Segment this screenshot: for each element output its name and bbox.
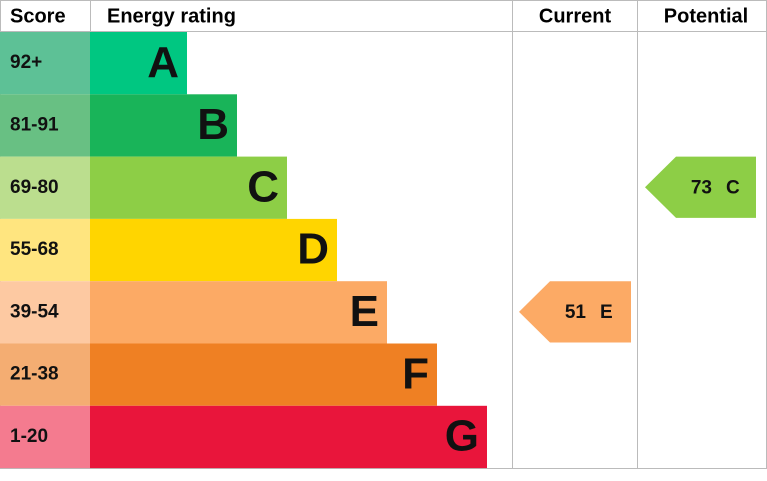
score-label: 81-91 — [10, 114, 59, 135]
current-value: 51 — [565, 302, 587, 323]
score-cell — [0, 32, 90, 95]
rating-bar — [90, 218, 337, 282]
rating-letter: A — [147, 38, 179, 87]
score-cell — [0, 281, 90, 344]
score-cell — [0, 218, 90, 282]
score-cell — [0, 405, 90, 469]
header-potential: Potential — [664, 5, 748, 27]
rating-bar — [90, 343, 437, 406]
score-label: 69-80 — [10, 177, 59, 198]
rating-letter: F — [402, 349, 429, 398]
score-cell — [0, 156, 90, 219]
current-letter: E — [600, 302, 613, 323]
rating-bar — [90, 405, 487, 469]
score-label: 39-54 — [10, 301, 59, 322]
current-arrow — [519, 281, 631, 343]
rating-bar — [90, 156, 287, 219]
rating-bar — [90, 94, 237, 157]
rating-letter: D — [297, 225, 329, 274]
rating-letter: C — [247, 162, 279, 211]
header-current: Current — [539, 5, 612, 27]
header-rating: Energy rating — [107, 5, 236, 27]
rating-letter: B — [197, 100, 229, 149]
header-score: Score — [10, 5, 66, 27]
score-label: 92+ — [10, 52, 42, 73]
potential-arrow — [645, 156, 756, 218]
score-cell — [0, 94, 90, 157]
score-label: 1-20 — [10, 426, 48, 447]
rating-letter: E — [350, 287, 379, 336]
potential-value: 73 — [691, 177, 712, 198]
rating-letter: G — [445, 412, 479, 461]
score-label: 21-38 — [10, 364, 59, 385]
score-cell — [0, 343, 90, 406]
rating-bar — [90, 32, 187, 95]
rating-bar — [90, 281, 387, 344]
potential-letter: C — [726, 177, 740, 198]
score-label: 55-68 — [10, 239, 59, 260]
